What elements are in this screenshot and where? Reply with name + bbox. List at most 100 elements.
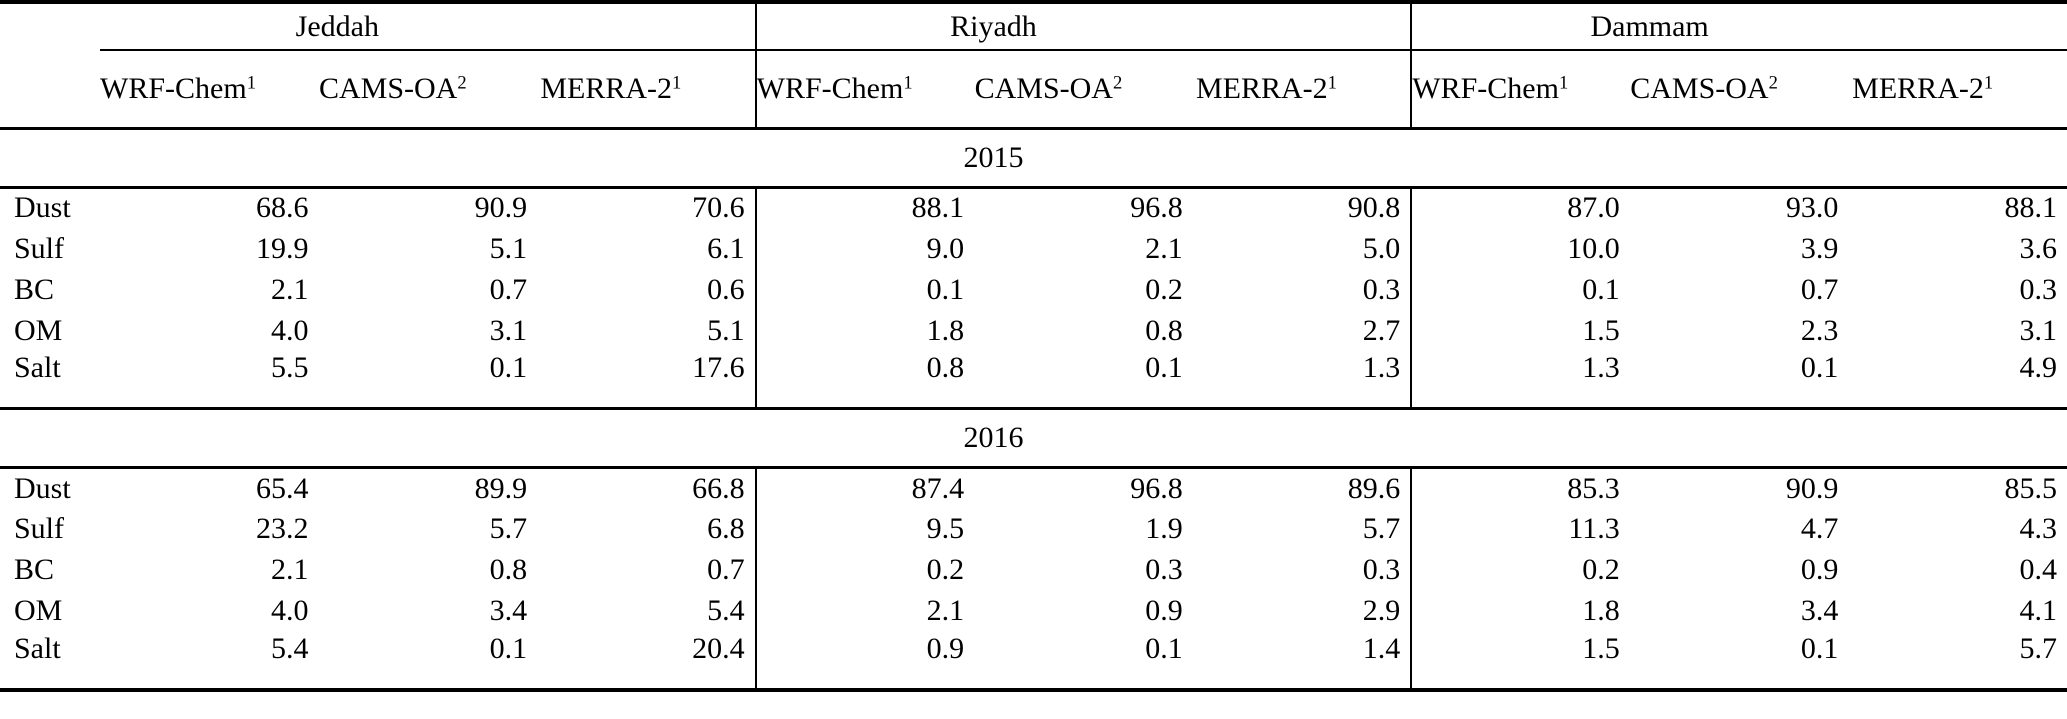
value-cell: 10.0 bbox=[1410, 228, 1630, 269]
value-cell: 90.9 bbox=[474, 191, 528, 225]
model-header-superscript: 2 bbox=[457, 72, 467, 94]
value-cell: 65.4 bbox=[256, 471, 309, 505]
value-cell: 93.0 bbox=[1785, 191, 1839, 225]
row-label: Sulf bbox=[14, 512, 65, 545]
model-header-superscript: 2 bbox=[1768, 72, 1778, 94]
model-header-superscript: 1 bbox=[1327, 72, 1337, 94]
table-row-om: OM 4.0 3.4 5.4 2.1 0.9 2.9 1.8 3.4 4.1 bbox=[0, 590, 2067, 632]
value-cell: 3.4 bbox=[1800, 594, 1839, 627]
value-cell: 0.4 bbox=[2019, 553, 2058, 586]
row-label: Dust bbox=[14, 191, 71, 225]
model-header-label: WRF-Chem bbox=[1412, 71, 1559, 105]
value-cell: 87.0 bbox=[1410, 187, 1630, 228]
model-header-merra-2: MERRA-21 bbox=[1192, 50, 1412, 130]
model-header-wrf-chem: WRF-Chem1 bbox=[754, 50, 975, 130]
value-cell: 1.5 bbox=[1410, 631, 1630, 691]
year-section-row: 2015 bbox=[0, 128, 2067, 189]
value-cell: 90.8 bbox=[1347, 191, 1401, 225]
table-row-om: OM 4.0 3.1 5.1 1.8 0.8 2.7 1.5 2.3 3.1 bbox=[0, 310, 2067, 351]
value-cell: 5.5 bbox=[100, 351, 319, 410]
table-row-sulf: Sulf 19.9 5.1 6.1 9.0 2.1 5.0 10.0 3.9 3.6 bbox=[0, 228, 2067, 269]
value-cell: 6.1 bbox=[707, 231, 745, 265]
value-cell: 0.1 bbox=[974, 351, 1193, 410]
value-cell: 0.1 bbox=[1629, 631, 1849, 691]
value-cell: 4.9 bbox=[1848, 351, 2067, 410]
table-row-dust: Dust 65.4 89.9 66.8 87.4 96.8 89.6 85.3 90.9 85.5 bbox=[0, 467, 2067, 509]
table-row-bc: BC 2.1 0.7 0.6 0.1 0.2 0.3 0.1 0.7 0.3 bbox=[0, 269, 2067, 310]
value-cell: 0.9 bbox=[754, 631, 975, 691]
model-header-superscript: 1 bbox=[672, 72, 682, 94]
value-cell: 87.4 bbox=[754, 467, 975, 509]
model-header-cams-oa: CAMS-OA2 bbox=[1629, 50, 1849, 130]
corner-cell bbox=[0, 50, 101, 130]
value-cell: 66.8 bbox=[692, 471, 745, 505]
value-cell: 89.6 bbox=[1347, 471, 1401, 505]
value-cell: 1.4 bbox=[1192, 631, 1412, 691]
value-cell: 0.8 bbox=[489, 553, 528, 586]
group-header-dammam: Dammam bbox=[1410, 2, 2067, 51]
value-cell: 0.2 bbox=[1410, 549, 1630, 591]
value-cell: 6.8 bbox=[707, 512, 745, 545]
value-cell: 4.7 bbox=[1800, 512, 1839, 545]
model-header-cams-oa: CAMS-OA2 bbox=[318, 50, 538, 130]
value-cell: 2.1 bbox=[271, 272, 309, 306]
model-header-row: WRF-Chem1 CAMS-OA2 MERRA-21 WRF-Chem1 CAMS-O… bbox=[0, 50, 2067, 130]
value-cell: 5.1 bbox=[707, 313, 745, 347]
value-cell: 2.1 bbox=[1145, 231, 1183, 265]
year-section-row: 2016 bbox=[0, 408, 2067, 469]
value-cell: 0.7 bbox=[1800, 272, 1839, 306]
row-label: BC bbox=[14, 553, 55, 586]
row-label: Salt bbox=[0, 631, 101, 691]
value-cell: 0.9 bbox=[1145, 594, 1183, 627]
value-cell: 0.1 bbox=[318, 351, 538, 410]
model-header-superscript: 2 bbox=[1112, 72, 1123, 94]
model-header-cams-oa: CAMS-OA2 bbox=[974, 50, 1193, 130]
value-cell: 4.0 bbox=[271, 313, 309, 347]
value-cell: 96.8 bbox=[1130, 471, 1183, 505]
group-header-riyadh: Riyadh bbox=[754, 2, 1412, 51]
table-body: 2015 Dust 68.6 90.9 70.6 88.1 96.8 90.8 87.0 93.0… bbox=[0, 128, 2067, 691]
value-cell: 88.1 bbox=[2004, 191, 2058, 225]
value-cell: 2.1 bbox=[271, 553, 309, 586]
value-cell: 0.3 bbox=[1145, 553, 1183, 586]
value-cell: 85.5 bbox=[2004, 471, 2058, 505]
value-cell: 3.1 bbox=[2019, 313, 2058, 347]
value-cell: 5.0 bbox=[1362, 231, 1401, 265]
value-cell: 1.9 bbox=[1145, 512, 1183, 545]
value-cell: 0.6 bbox=[707, 272, 745, 306]
value-cell: 1.3 bbox=[1410, 351, 1630, 410]
model-header-label: WRF-Chem bbox=[100, 71, 247, 105]
value-cell: 2.3 bbox=[1800, 313, 1839, 347]
value-cell: 0.3 bbox=[2019, 272, 2058, 306]
value-cell: 1.3 bbox=[1192, 351, 1412, 410]
value-cell: 70.6 bbox=[692, 191, 745, 225]
model-header-merra-2: MERRA-21 bbox=[537, 50, 756, 130]
row-label: Salt bbox=[0, 351, 101, 410]
model-header-label: MERRA-2 bbox=[1852, 71, 1984, 105]
table-row-dust: Dust 68.6 90.9 70.6 88.1 96.8 90.8 87.0 93.0 88.1 bbox=[0, 187, 2067, 228]
model-header-superscript: 1 bbox=[903, 72, 913, 94]
model-header-wrf-chem: WRF-Chem1 bbox=[100, 50, 319, 130]
value-cell: 2.7 bbox=[1362, 313, 1401, 347]
value-cell: 96.8 bbox=[1130, 191, 1183, 225]
row-label: BC bbox=[14, 272, 55, 306]
value-cell: 0.2 bbox=[754, 549, 975, 591]
value-cell: 23.2 bbox=[256, 512, 309, 545]
value-cell: 0.1 bbox=[754, 269, 975, 310]
value-cell: 4.0 bbox=[271, 594, 309, 627]
value-cell: 0.8 bbox=[1145, 313, 1183, 347]
value-cell: 5.1 bbox=[489, 231, 528, 265]
value-cell: 88.1 bbox=[754, 187, 975, 228]
value-cell: 0.1 bbox=[1410, 269, 1630, 310]
model-header-superscript: 1 bbox=[1558, 72, 1569, 94]
model-header-wrf-chem: WRF-Chem1 bbox=[1410, 50, 1630, 130]
row-label: OM bbox=[14, 313, 63, 347]
value-cell: 68.6 bbox=[256, 191, 309, 225]
value-cell: 1.5 bbox=[1410, 310, 1630, 351]
value-cell: 85.3 bbox=[1410, 467, 1630, 509]
table-row-salt: Salt 5.5 0.1 17.6 0.8 0.1 1.3 1.3 0.1 4.9 bbox=[0, 351, 2067, 410]
corner-cell bbox=[0, 2, 100, 50]
value-cell: 2.1 bbox=[754, 590, 975, 632]
model-header-label: CAMS-OA bbox=[974, 71, 1113, 105]
value-cell: 5.7 bbox=[1848, 631, 2067, 691]
